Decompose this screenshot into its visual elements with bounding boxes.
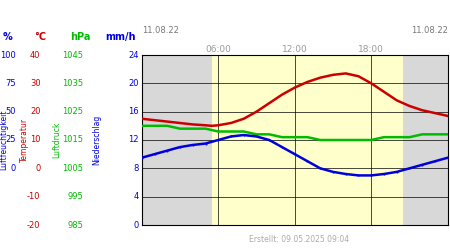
Text: 25: 25	[5, 136, 16, 144]
Text: -20: -20	[27, 220, 40, 230]
Text: -10: -10	[27, 192, 40, 201]
Text: °C: °C	[34, 32, 46, 42]
Text: 30: 30	[30, 79, 40, 88]
Text: 1005: 1005	[62, 164, 83, 173]
Text: 8: 8	[133, 164, 139, 173]
Text: 985: 985	[68, 220, 83, 230]
Text: hPa: hPa	[70, 32, 90, 42]
Bar	[212, 55, 403, 225]
Text: 75: 75	[5, 79, 16, 88]
Text: Temperatur: Temperatur	[20, 118, 29, 162]
Text: 16: 16	[128, 107, 139, 116]
Text: 995: 995	[68, 192, 83, 201]
Text: 1015: 1015	[62, 136, 83, 144]
Text: 4: 4	[133, 192, 139, 201]
Text: 0: 0	[10, 164, 16, 173]
Text: 24: 24	[128, 50, 139, 59]
Text: 10: 10	[30, 136, 40, 144]
Text: 11.08.22: 11.08.22	[142, 26, 179, 35]
Text: %: %	[2, 32, 12, 42]
Text: Luftfeuchtigkeit: Luftfeuchtigkeit	[0, 110, 8, 170]
Text: 12: 12	[128, 136, 139, 144]
Text: 1045: 1045	[62, 50, 83, 59]
Text: 0: 0	[35, 164, 40, 173]
Text: Niederschlag: Niederschlag	[92, 115, 101, 165]
Text: 11.08.22: 11.08.22	[411, 26, 448, 35]
Text: 50: 50	[5, 107, 16, 116]
Text: 1035: 1035	[62, 79, 83, 88]
Text: 100: 100	[0, 50, 16, 59]
Text: 20: 20	[128, 79, 139, 88]
Text: Erstellt: 09.05.2025 09:04: Erstellt: 09.05.2025 09:04	[249, 235, 349, 244]
Text: 40: 40	[30, 50, 40, 59]
Text: 20: 20	[30, 107, 40, 116]
Text: 1025: 1025	[62, 107, 83, 116]
Text: mm/h: mm/h	[106, 32, 136, 42]
Text: Luftdruck: Luftdruck	[52, 122, 61, 158]
Text: 0: 0	[133, 220, 139, 230]
